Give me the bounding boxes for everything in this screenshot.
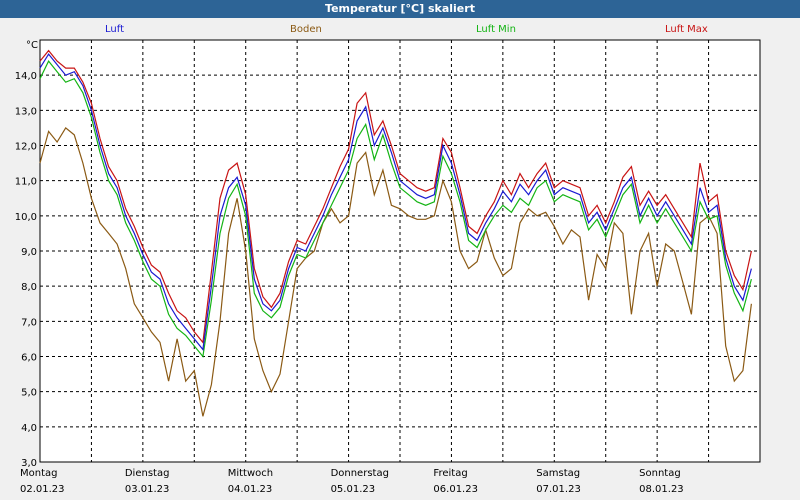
y-tick-label: 14,0: [15, 71, 37, 82]
x-weekday-label: Mittwoch: [228, 468, 273, 479]
x-date-label: 02.01.23: [20, 484, 65, 495]
series-line-luft-max: [39, 49, 752, 344]
y-tick-label: 3,0: [21, 458, 37, 469]
chart-title: Temperatur [°C] skaliert: [0, 0, 800, 18]
y-tick-label: 4,0: [21, 423, 37, 434]
x-date-label: 06.01.23: [433, 484, 478, 495]
x-weekday-label: Sonntag: [639, 468, 681, 479]
legend-luft-min: Luft Min: [476, 24, 516, 35]
x-weekday-label: Samstag: [536, 468, 580, 479]
y-tick-label: 7,0: [21, 317, 37, 328]
y-tick-label: 12,0: [15, 142, 37, 153]
axes: 3,0 4,0 5,0 6,0 7,0 8,0 9,0 10,0 11,0 12,0 13,0 14,…: [15, 71, 684, 495]
y-tick-label: 5,0: [21, 388, 37, 399]
x-weekday-label: Freitag: [433, 468, 467, 479]
y-tick-label: 10,0: [15, 212, 37, 223]
y-axis-unit: °C: [26, 40, 38, 51]
y-tick-label: 11,0: [15, 177, 37, 188]
x-date-label: 03.01.23: [125, 484, 170, 495]
x-date-label: 07.01.23: [536, 484, 581, 495]
x-date-label: 08.01.23: [639, 484, 684, 495]
x-weekday-label: Montag: [20, 468, 57, 479]
legend-boden: Boden: [290, 24, 322, 35]
x-date-label: 04.01.23: [228, 484, 273, 495]
x-weekday-label: Donnerstag: [331, 468, 389, 479]
series-line-boden: [39, 127, 752, 417]
y-tick-label: 9,0: [21, 247, 37, 258]
legend-luft: Luft: [105, 24, 124, 35]
y-tick-label: 8,0: [21, 282, 37, 293]
x-weekday-label: Dienstag: [125, 468, 170, 479]
series-line-luft: [39, 53, 752, 351]
legend-luft-max: Luft Max: [665, 24, 708, 35]
grid: [39, 39, 761, 463]
series-lines: [39, 49, 752, 417]
series-line-luft-min: [39, 59, 752, 358]
y-tick-label: 6,0: [21, 353, 37, 364]
y-tick-label: 13,0: [15, 106, 37, 117]
x-date-label: 05.01.23: [331, 484, 376, 495]
